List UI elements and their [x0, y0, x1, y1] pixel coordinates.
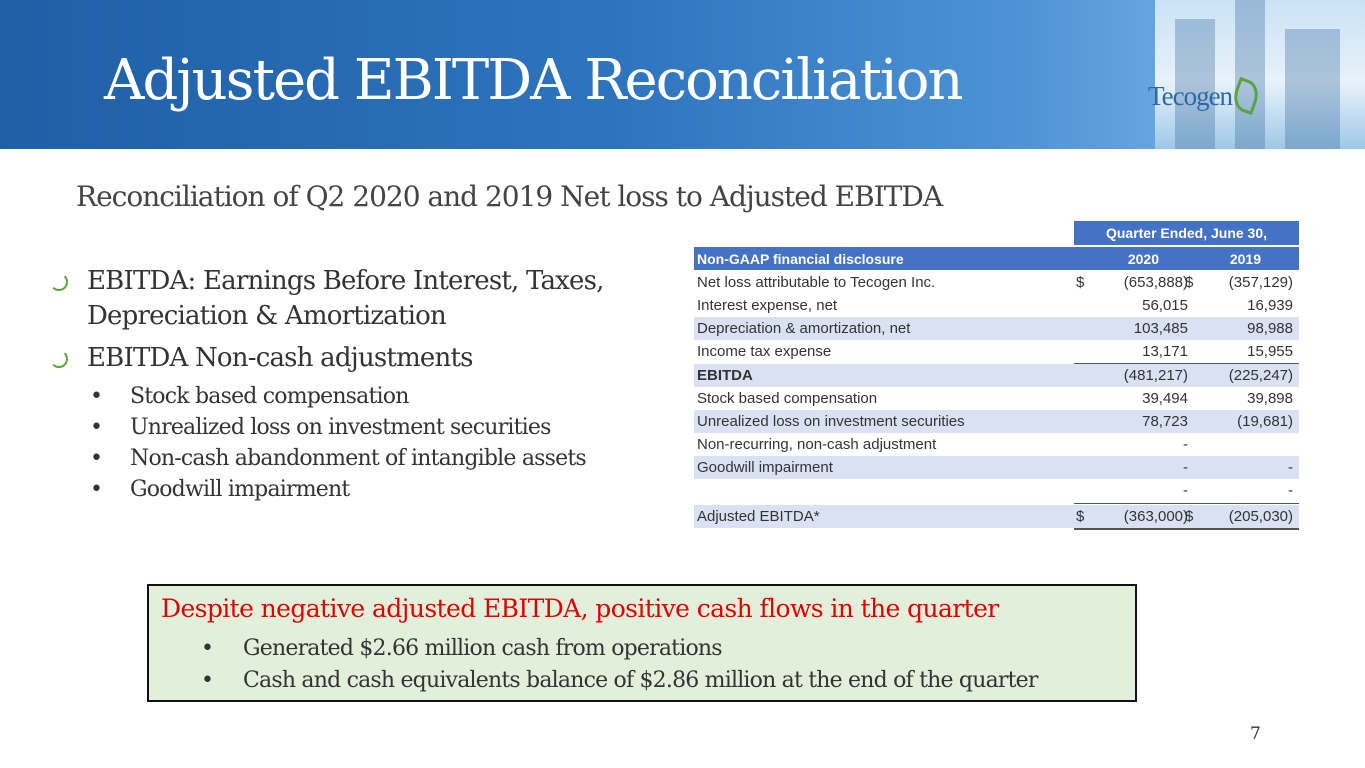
header-banner: Adjusted EBITDA Reconciliation Tecogen	[0, 0, 1365, 149]
curved-arrow-icon	[50, 350, 68, 368]
logo-text: Tecogen	[1148, 80, 1233, 111]
table-row: Unrealized loss on investment securities…	[694, 410, 1299, 433]
table-row: - -	[1183, 482, 1293, 499]
leaf-icon	[1229, 76, 1263, 116]
page-number: 7	[1250, 724, 1261, 744]
city-skyline-image	[1155, 0, 1365, 149]
table-row: Depreciation & amortization, net 103,485…	[694, 317, 1299, 340]
table-row-ebitda: EBITDA (481,217) (225,247)	[694, 364, 1299, 387]
table-row: Stock based compensation 39,494 39,898	[697, 390, 1293, 407]
subtotal-rule	[1074, 363, 1299, 364]
table-row-adjusted-ebitda: Adjusted EBITDA* $ (363,000) $ (205,030)	[694, 505, 1299, 528]
slide-subtitle: Reconciliation of Q2 2020 and 2019 Net l…	[76, 180, 943, 213]
table-header-row: Non-GAAP financial disclosure 2020 2019	[694, 247, 1299, 270]
total-rule-bottom	[1074, 528, 1299, 530]
curved-arrow-icon	[50, 273, 68, 291]
year-2020-header: 2020	[1127, 250, 1159, 267]
table-row: Goodwill impairment - -	[694, 456, 1299, 479]
table-row: Interest expense, net 56,015 16,939	[697, 297, 1293, 314]
table-row: Income tax expense 13,171 15,955	[697, 343, 1293, 360]
bullet-text: EBITDA: Earnings Before Interest, Taxes,…	[87, 266, 604, 331]
page-title: Adjusted EBITDA Reconciliation	[104, 48, 964, 113]
bullet-text: EBITDA Non-cash adjustments	[87, 343, 473, 373]
column-label: Non-GAAP financial disclosure	[697, 250, 904, 267]
cash-flow-callout: Despite negative adjusted EBITDA, positi…	[147, 584, 1137, 702]
year-2019-header: 2019	[1229, 250, 1261, 267]
table-row: Net loss attributable to Tecogen Inc. $ …	[697, 274, 1293, 291]
tecogen-logo: Tecogen	[1148, 66, 1278, 126]
period-header: Quarter Ended, June 30,	[1074, 221, 1299, 245]
callout-title: Despite negative adjusted EBITDA, positi…	[161, 594, 999, 623]
total-rule-top	[1074, 503, 1299, 504]
table-row: Non-recurring, non-cash adjustment -	[697, 436, 1188, 453]
